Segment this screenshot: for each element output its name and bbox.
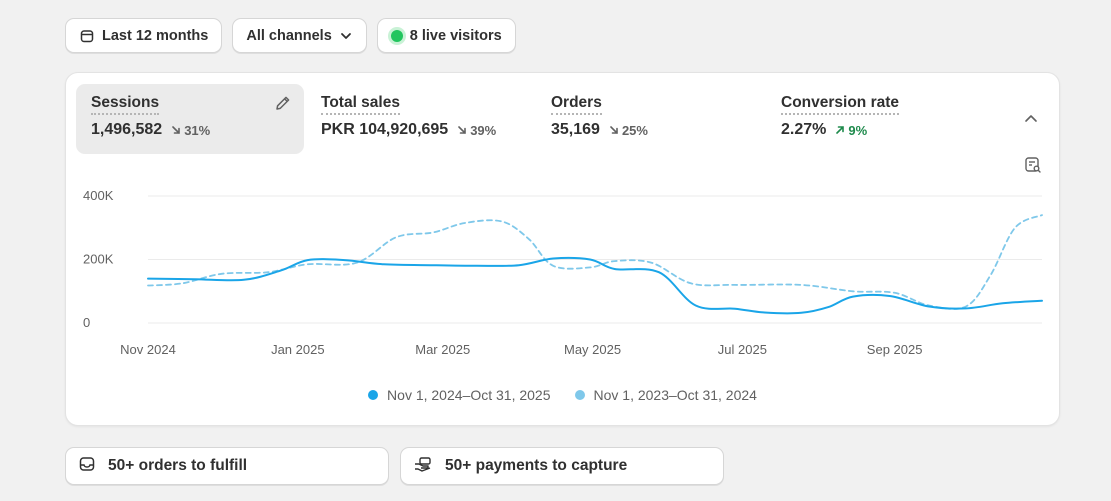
metric-change-value: 9%	[848, 122, 868, 138]
metric-label: Total sales	[321, 94, 400, 115]
pencil-icon[interactable]	[274, 94, 292, 117]
metric-label: Conversion rate	[781, 94, 900, 115]
filter-toolbar: Last 12 months All channels 8 live visit…	[65, 18, 516, 53]
x-tick-label: Jan 2025	[271, 342, 325, 357]
analytics-card: Sessions 1,496,582 31% Total sales PKR 1…	[65, 72, 1060, 426]
y-tick-label: 400K	[83, 188, 114, 203]
orders-to-fulfill-button[interactable]: 50+ orders to fulfill	[65, 447, 389, 485]
metric-change: 9%	[835, 123, 867, 138]
chart-legend: Nov 1, 2024–Oct 31, 2025 Nov 1, 2023–Oct…	[66, 387, 1059, 403]
metric-change-value: 39%	[470, 122, 497, 138]
arrow-down-right-icon	[609, 123, 619, 138]
x-tick-label: Nov 2024	[120, 342, 176, 357]
metric-label: Orders	[551, 94, 602, 115]
metric-orders[interactable]: Orders 35,169 25%	[536, 84, 764, 154]
metric-value: 1,496,582	[91, 121, 163, 138]
payments-to-capture-button[interactable]: 50+ payments to capture	[400, 447, 724, 485]
chevron-up-icon[interactable]	[1023, 111, 1039, 132]
legend-item-comparison[interactable]: Nov 1, 2023–Oct 31, 2024	[574, 387, 757, 403]
report-search-icon[interactable]	[1024, 156, 1042, 179]
live-visitors-button[interactable]: 8 live visitors	[376, 18, 516, 53]
metric-sessions[interactable]: Sessions 1,496,582 31%	[76, 84, 304, 154]
x-tick-label: Jul 2025	[718, 342, 767, 357]
payment-hand-icon	[413, 455, 433, 478]
inbox-icon	[78, 455, 96, 478]
y-tick-label: 0	[83, 315, 90, 330]
legend-item-current[interactable]: Nov 1, 2024–Oct 31, 2025	[368, 387, 551, 403]
channel-select[interactable]: All channels	[232, 18, 367, 53]
sessions-chart: 400K 200K 0 Nov 2024 Jan 2025 Mar 2025 May 202…	[83, 188, 1043, 357]
x-tick-label: Mar 2025	[415, 342, 470, 357]
live-indicator-icon	[390, 29, 403, 42]
channel-label: All channels	[246, 27, 332, 44]
date-range-label: Last 12 months	[102, 27, 209, 44]
orders-to-fulfill-label: 50+ orders to fulfill	[108, 457, 248, 474]
live-visitors-label: 8 live visitors	[409, 27, 502, 44]
metric-conversion-rate[interactable]: Conversion rate 2.27% 9%	[766, 84, 994, 154]
metric-value: 2.27%	[781, 121, 827, 138]
metric-total-sales[interactable]: Total sales PKR 104,920,695 39%	[306, 84, 534, 154]
chevron-down-icon	[339, 29, 353, 43]
metric-label: Sessions	[91, 94, 160, 115]
calendar-icon	[79, 28, 95, 44]
series-line-current	[147, 256, 1043, 315]
metric-value: 35,169	[551, 121, 600, 138]
metric-change: 39%	[457, 123, 496, 138]
metric-value: PKR 104,920,695	[321, 121, 449, 138]
metric-change-value: 31%	[184, 122, 211, 138]
arrow-down-right-icon	[457, 123, 467, 138]
y-tick-label: 200K	[83, 252, 114, 267]
metric-change-value: 25%	[621, 122, 648, 138]
x-tick-label: Sep 2025	[867, 342, 923, 357]
arrow-up-right-icon	[835, 123, 845, 138]
arrow-down-right-icon	[171, 123, 181, 138]
series-line-comparison	[147, 214, 1043, 310]
metric-change: 31%	[171, 123, 210, 138]
x-tick-label: May 2025	[564, 342, 621, 357]
legend-dot-icon	[574, 390, 585, 400]
legend-label: Nov 1, 2023–Oct 31, 2024	[593, 387, 757, 403]
legend-dot-icon	[368, 390, 379, 400]
legend-label: Nov 1, 2024–Oct 31, 2025	[387, 387, 551, 403]
metric-change: 25%	[609, 123, 648, 138]
payments-to-capture-label: 50+ payments to capture	[445, 457, 628, 474]
date-range-button[interactable]: Last 12 months	[65, 18, 223, 53]
